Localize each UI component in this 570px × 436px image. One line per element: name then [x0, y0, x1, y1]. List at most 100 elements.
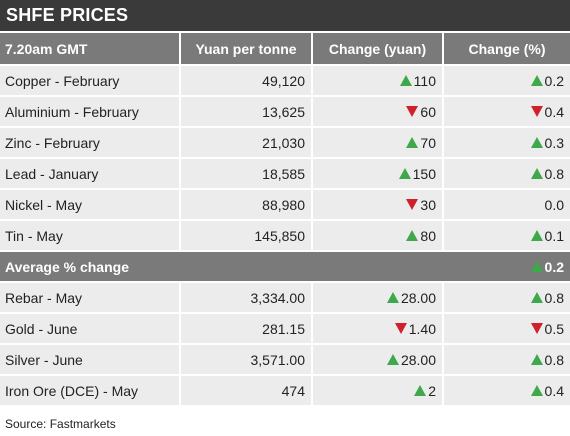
change-yuan-cell: 30	[311, 188, 442, 219]
table-header-row: 7.20am GMT Yuan per tonne Change (yuan) …	[0, 31, 570, 64]
change-pct-value: 0.1	[544, 227, 564, 244]
price-value: 13,625	[262, 103, 305, 120]
metal-name-cell: Lead - January	[0, 157, 179, 188]
average-label: Average % change	[0, 250, 442, 281]
change-yuan-value: 2	[428, 382, 436, 399]
change-pct-cell: 0.8	[442, 281, 570, 312]
change-pct-cell: 0.3	[442, 126, 570, 157]
change-pct-cell: 0.1	[442, 219, 570, 250]
triangle-up-icon	[530, 167, 543, 179]
triangle-up-icon	[530, 384, 543, 396]
triangle-down-icon	[406, 198, 419, 210]
change-yuan-cell: 70	[311, 126, 442, 157]
header-time: 7.20am GMT	[0, 31, 179, 64]
triangle-up-icon	[530, 260, 543, 272]
price-value: 49,120	[262, 72, 305, 89]
price-cell: 49,120	[179, 64, 311, 95]
header-change-yuan: Change (yuan)	[311, 31, 442, 64]
triangle-up-icon	[399, 74, 412, 86]
change-pct-cell: 0.5	[442, 312, 570, 343]
price-cell: 18,585	[179, 157, 311, 188]
metal-name: Gold - June	[5, 320, 78, 337]
change-pct-cell: 0.0	[442, 188, 570, 219]
metal-name: Rebar - May	[5, 289, 83, 306]
change-pct-cell: 0.8	[442, 343, 570, 374]
triangle-up-icon	[414, 384, 427, 396]
change-pct-value: 0.2	[544, 72, 564, 89]
price-value: 145,850	[254, 227, 305, 244]
table-row: Tin - May 145,850 80 0.1	[0, 219, 570, 250]
triangle-down-icon	[530, 322, 543, 334]
table-row: Nickel - May 88,980 30 0.0	[0, 188, 570, 219]
triangle-up-icon	[406, 229, 419, 241]
price-value: 3,334.00	[250, 289, 306, 306]
panel-title: SHFE PRICES	[0, 0, 570, 31]
table-row: Zinc - February 21,030 70 0.3	[0, 126, 570, 157]
price-cell: 88,980	[179, 188, 311, 219]
metal-name: Tin - May	[5, 227, 63, 244]
triangle-up-icon	[530, 74, 543, 86]
prices-table: 7.20am GMT Yuan per tonne Change (yuan) …	[0, 31, 570, 405]
triangle-up-icon	[530, 291, 543, 303]
price-value: 18,585	[262, 165, 305, 182]
price-cell: 21,030	[179, 126, 311, 157]
base-metals-body: Copper - February 49,120 110 0.2 Aluminium -…	[0, 64, 570, 250]
metal-name: Nickel - May	[5, 196, 83, 213]
table-row: Lead - January 18,585 150 0.8	[0, 157, 570, 188]
table-row: Aluminium - February 13,625 60 0.4	[0, 95, 570, 126]
header-change-pct: Change (%)	[442, 31, 570, 64]
metal-name: Copper - February	[5, 72, 120, 89]
change-yuan-cell: 150	[311, 157, 442, 188]
average-body: Average % change 0.2	[0, 250, 570, 281]
price-cell: 3,334.00	[179, 281, 311, 312]
metal-name-cell: Iron Ore (DCE) - May	[0, 374, 179, 405]
change-pct-value: 0.0	[544, 196, 564, 213]
change-pct-cell: 0.4	[442, 374, 570, 405]
metal-name-cell: Zinc - February	[0, 126, 179, 157]
source-note: Source: Fastmarkets	[5, 417, 116, 431]
change-yuan-value: 70	[420, 134, 436, 151]
metal-name: Iron Ore (DCE) - May	[5, 382, 139, 399]
change-yuan-cell: 28.00	[311, 343, 442, 374]
metal-name-cell: Aluminium - February	[0, 95, 179, 126]
metal-name-cell: Gold - June	[0, 312, 179, 343]
metal-name: Silver - June	[5, 351, 83, 368]
table-row: Iron Ore (DCE) - May 474 2 0.4	[0, 374, 570, 405]
change-yuan-value: 28.00	[400, 351, 436, 368]
table-row: Copper - February 49,120 110 0.2	[0, 64, 570, 95]
metal-name-cell: Rebar - May	[0, 281, 179, 312]
change-pct-value: 0.4	[544, 103, 564, 120]
price-value: 21,030	[262, 134, 305, 151]
price-value: 3,571.00	[250, 351, 306, 368]
metal-name: Zinc - February	[5, 134, 100, 151]
change-pct-cell: 0.8	[442, 157, 570, 188]
change-yuan-cell: 80	[311, 219, 442, 250]
change-pct-value: 0.5	[544, 320, 564, 337]
price-cell: 3,571.00	[179, 343, 311, 374]
triangle-down-icon	[394, 322, 407, 334]
change-yuan-cell: 110	[311, 64, 442, 95]
price-cell: 145,850	[179, 219, 311, 250]
metal-name-cell: Nickel - May	[0, 188, 179, 219]
average-row: Average % change 0.2	[0, 250, 570, 281]
metal-name: Lead - January	[5, 165, 99, 182]
change-pct-value: 0.3	[544, 134, 564, 151]
average-value-cell: 0.2	[442, 250, 570, 281]
price-cell: 474	[179, 374, 311, 405]
metal-name-cell: Tin - May	[0, 219, 179, 250]
table-row: Rebar - May 3,334.00 28.00 0.8	[0, 281, 570, 312]
triangle-up-icon	[530, 229, 543, 241]
change-yuan-value: 110	[413, 72, 436, 89]
change-pct-value: 0.4	[544, 382, 564, 399]
average-value: 0.2	[544, 258, 564, 275]
price-cell: 13,625	[179, 95, 311, 126]
table-row: Silver - June 3,571.00 28.00 0.8	[0, 343, 570, 374]
change-yuan-value: 28.00	[400, 289, 436, 306]
change-pct-cell: 0.2	[442, 64, 570, 95]
change-yuan-value: 150	[412, 165, 436, 182]
change-yuan-cell: 2	[311, 374, 442, 405]
change-yuan-cell: 60	[311, 95, 442, 126]
triangle-up-icon	[530, 353, 543, 365]
table-row: Gold - June 281.15 1.40 0.5	[0, 312, 570, 343]
